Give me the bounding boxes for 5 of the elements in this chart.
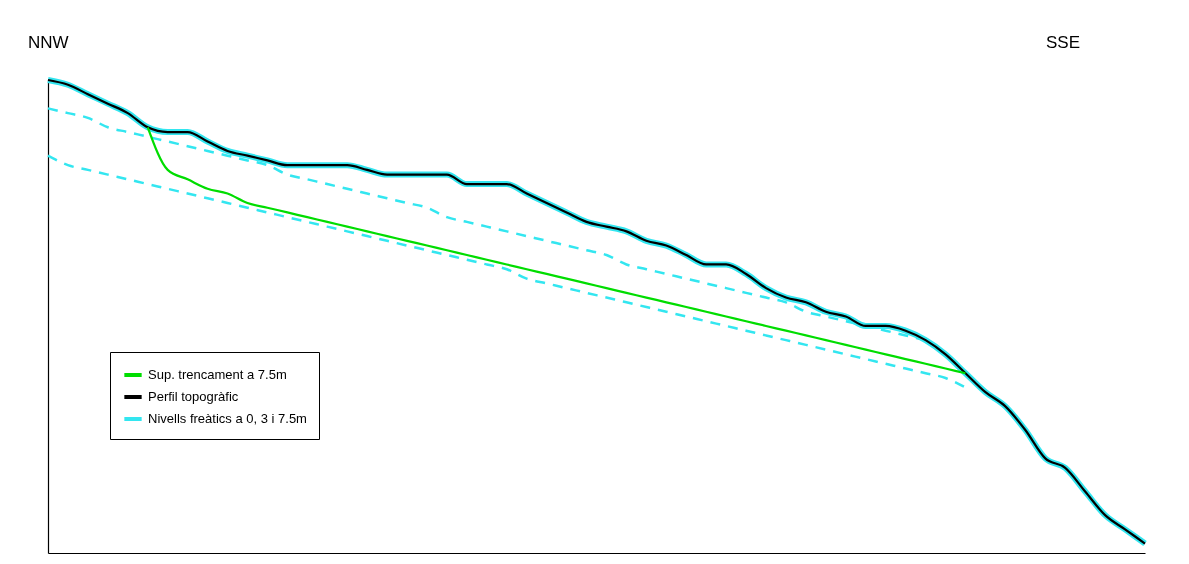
legend-label: Perfil topogràfic: [148, 389, 239, 404]
legend-label: Nivells freàtics a 0, 3 i 7.5m: [148, 411, 307, 426]
text: SSE: [1045, 33, 1080, 52]
text: NNW: [28, 33, 69, 52]
legend-label: Sup. trencament a 7.5m: [148, 367, 287, 382]
